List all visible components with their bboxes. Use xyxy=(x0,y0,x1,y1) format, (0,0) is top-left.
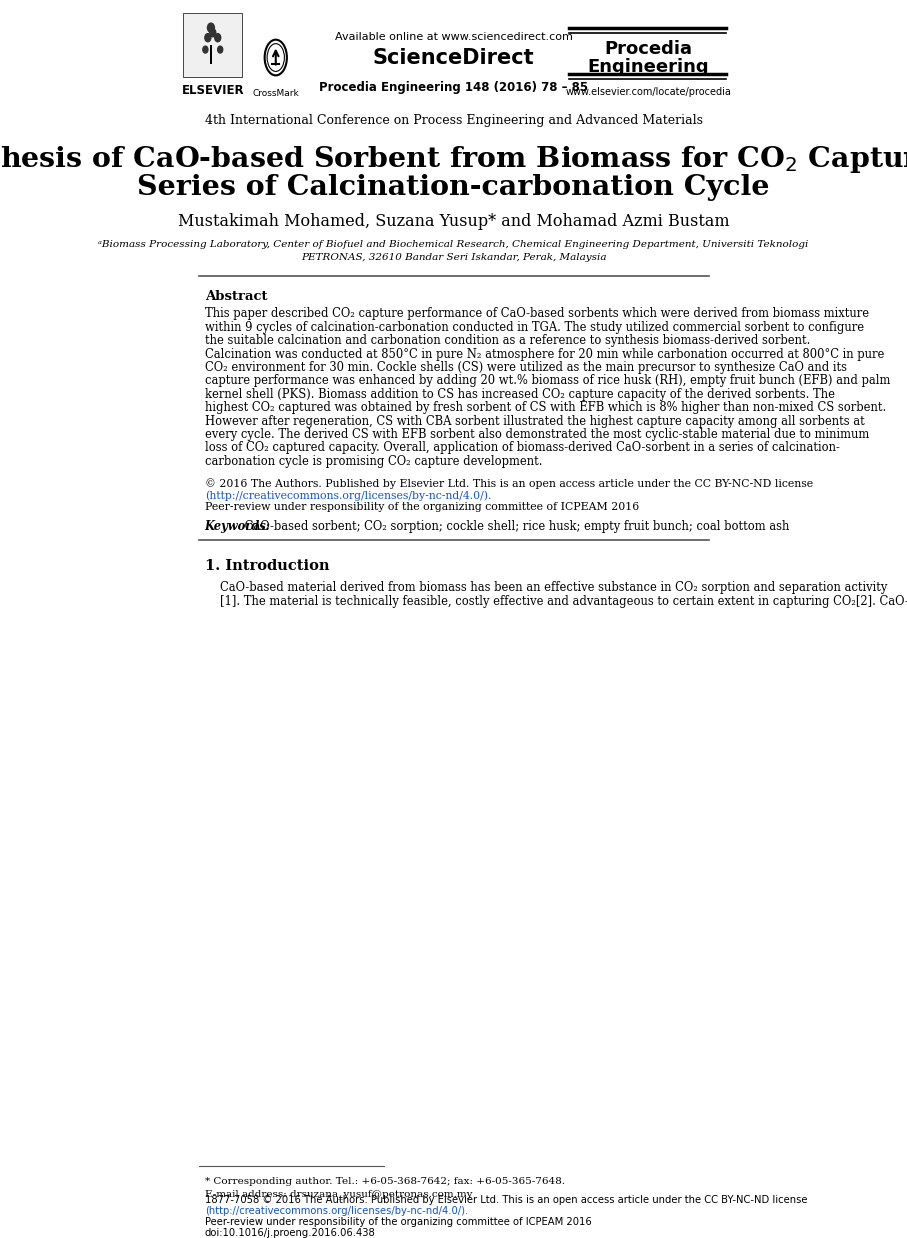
Bar xyxy=(183,12,242,77)
Ellipse shape xyxy=(210,28,217,37)
Ellipse shape xyxy=(217,46,223,53)
Text: www.elsevier.com/locate/procedia: www.elsevier.com/locate/procedia xyxy=(565,88,731,98)
Text: Synthesis of CaO-based Sorbent from Biomass for CO$_2$ Capture in: Synthesis of CaO-based Sorbent from Biom… xyxy=(0,144,907,175)
Text: CO₂ environment for 30 min. Cockle shells (CS) were utilized as the main precurs: CO₂ environment for 30 min. Cockle shell… xyxy=(205,361,847,374)
Text: Calcination was conducted at 850°C in pure N₂ atmosphere for 20 min while carbon: Calcination was conducted at 850°C in pu… xyxy=(205,348,884,360)
Text: within 9 cycles of calcination-carbonation conducted in TGA. The study utilized : within 9 cycles of calcination-carbonati… xyxy=(205,321,863,334)
Text: doi:10.1016/j.proeng.2016.06.438: doi:10.1016/j.proeng.2016.06.438 xyxy=(205,1228,375,1238)
Text: Abstract: Abstract xyxy=(205,290,268,302)
Text: © 2016 The Authors. Published by Elsevier Ltd. This is an open access article un: © 2016 The Authors. Published by Elsevie… xyxy=(205,478,813,489)
Text: CaO-based sorbent; CO₂ sorption; cockle shell; rice husk; empty fruit bunch; coa: CaO-based sorbent; CO₂ sorption; cockle … xyxy=(240,520,789,532)
Text: Series of Calcination-carbonation Cycle: Series of Calcination-carbonation Cycle xyxy=(137,173,770,201)
Ellipse shape xyxy=(214,33,221,42)
Text: ᵃBiomass Processing Laboratory, Center of Biofuel and Biochemical Research, Chem: ᵃBiomass Processing Laboratory, Center o… xyxy=(98,240,809,249)
Bar xyxy=(210,45,212,64)
Text: every cycle. The derived CS with EFB sorbent also demonstrated the most cyclic-s: every cycle. The derived CS with EFB sor… xyxy=(205,428,869,441)
Text: 4th International Conference on Process Engineering and Advanced Materials: 4th International Conference on Process … xyxy=(205,114,703,128)
Ellipse shape xyxy=(207,22,215,33)
Text: ELSEVIER: ELSEVIER xyxy=(181,84,244,98)
Text: Procedia: Procedia xyxy=(604,40,692,58)
Ellipse shape xyxy=(202,46,209,53)
Text: [1]. The material is technically feasible, costly effective and advantageous to : [1]. The material is technically feasibl… xyxy=(220,594,907,608)
Text: 1. Introduction: 1. Introduction xyxy=(205,560,329,573)
Text: Keywords:: Keywords: xyxy=(205,520,271,532)
Text: kernel shell (PKS). Biomass addition to CS has increased CO₂ capture capacity of: kernel shell (PKS). Biomass addition to … xyxy=(205,387,834,401)
Text: Engineering: Engineering xyxy=(587,57,709,76)
Text: CrossMark: CrossMark xyxy=(252,89,299,98)
Text: Peer-review under responsibility of the organizing committee of ICPEAM 2016: Peer-review under responsibility of the … xyxy=(205,1217,591,1227)
Text: Procedia Engineering 148 (2016) 78 – 85: Procedia Engineering 148 (2016) 78 – 85 xyxy=(319,82,588,94)
Text: loss of CO₂ captured capacity. Overall, application of biomass-derived CaO-sorbe: loss of CO₂ captured capacity. Overall, … xyxy=(205,442,840,454)
Text: This paper described CO₂ capture performance of CaO-based sorbents which were de: This paper described CO₂ capture perform… xyxy=(205,307,869,321)
Text: E-mail address: drsuzana_yusuf@petronas.com.my: E-mail address: drsuzana_yusuf@petronas.… xyxy=(205,1190,473,1198)
Text: Peer-review under responsibility of the organizing committee of ICPEAM 2016: Peer-review under responsibility of the … xyxy=(205,501,639,511)
Text: carbonation cycle is promising CO₂ capture development.: carbonation cycle is promising CO₂ captu… xyxy=(205,454,542,468)
Text: PETRONAS, 32610 Bandar Seri Iskandar, Perak, Malaysia: PETRONAS, 32610 Bandar Seri Iskandar, Pe… xyxy=(301,253,606,262)
Text: the suitable calcination and carbonation condition as a reference to synthesis b: the suitable calcination and carbonation… xyxy=(205,334,810,348)
Text: ScienceDirect: ScienceDirect xyxy=(373,47,534,68)
Text: highest CO₂ captured was obtained by fresh sorbent of CS with EFB which is 8% hi: highest CO₂ captured was obtained by fre… xyxy=(205,401,886,415)
Text: (http://creativecommons.org/licenses/by-nc-nd/4.0/).: (http://creativecommons.org/licenses/by-… xyxy=(205,1206,468,1216)
Text: CaO-based material derived from biomass has been an effective substance in CO₂ s: CaO-based material derived from biomass … xyxy=(220,582,888,594)
Text: * Corresponding author. Tel.: +6-05-368-7642; fax: +6-05-365-7648.: * Corresponding author. Tel.: +6-05-368-… xyxy=(205,1177,565,1186)
Text: capture performance was enhanced by adding 20 wt.% biomass of rice husk (RH), em: capture performance was enhanced by addi… xyxy=(205,374,890,387)
Text: (http://creativecommons.org/licenses/by-nc-nd/4.0/).: (http://creativecommons.org/licenses/by-… xyxy=(205,490,491,500)
Text: Available online at www.sciencedirect.com: Available online at www.sciencedirect.co… xyxy=(335,32,572,42)
Text: Mustakimah Mohamed, Suzana Yusup* and Mohamad Azmi Bustam: Mustakimah Mohamed, Suzana Yusup* and Mo… xyxy=(178,213,729,230)
Ellipse shape xyxy=(204,33,211,42)
Text: 1877-7058 © 2016 The Authors. Published by Elsevier Ltd. This is an open access : 1877-7058 © 2016 The Authors. Published … xyxy=(205,1195,807,1206)
Text: However after regeneration, CS with CBA sorbent illustrated the highest capture : However after regeneration, CS with CBA … xyxy=(205,415,864,427)
